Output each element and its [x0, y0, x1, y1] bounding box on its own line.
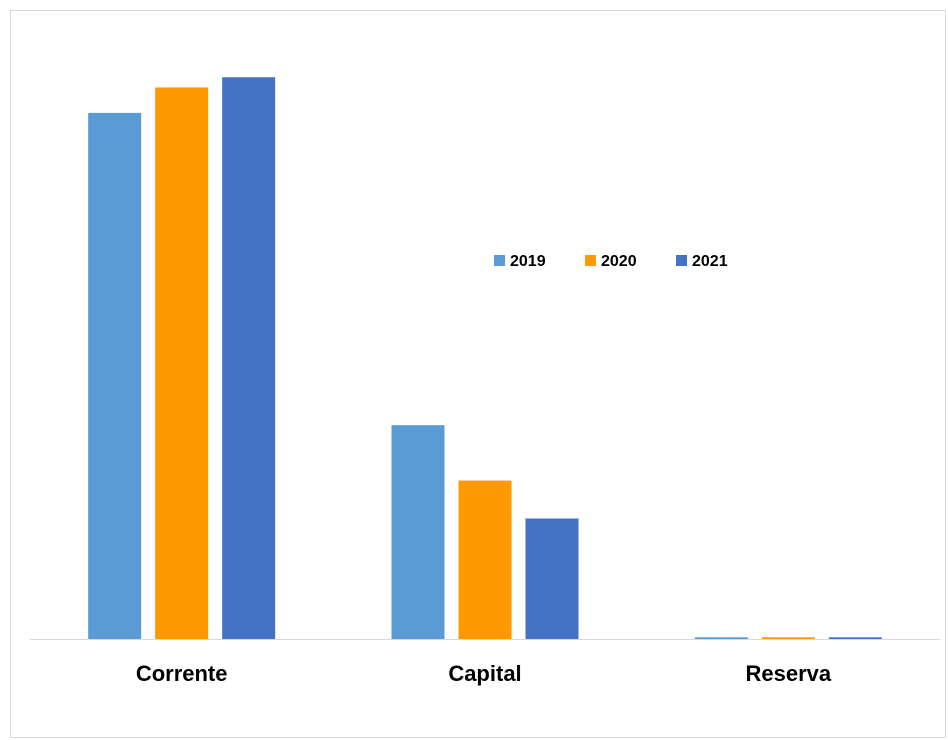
bar-capital-2019	[391, 425, 445, 639]
legend-label-2021: 2021	[692, 253, 728, 270]
bar-corrente-2020	[155, 87, 209, 639]
category-label-capital: Capital	[448, 661, 521, 686]
legend-label-2020: 2020	[601, 253, 637, 270]
legend: 2019 2020 2021	[494, 253, 728, 270]
category-label-corrente: Corrente	[136, 661, 228, 686]
category-label-reserva: Reserva	[746, 661, 832, 686]
bar-corrente-2021	[222, 77, 276, 639]
legend-swatch-2021	[676, 255, 687, 266]
bar-reserva-2019	[694, 637, 748, 639]
bars-group	[88, 77, 882, 639]
bar-reserva-2020	[761, 637, 815, 639]
bar-corrente-2019	[88, 112, 142, 639]
category-labels: Corrente Capital Reserva	[136, 661, 832, 686]
legend-swatch-2019	[494, 255, 505, 266]
legend-swatch-2020	[585, 255, 596, 266]
bar-reserva-2021	[828, 637, 882, 639]
bar-capital-2020	[458, 480, 512, 639]
bar-capital-2021	[525, 518, 579, 639]
legend-label-2019: 2019	[510, 253, 546, 270]
